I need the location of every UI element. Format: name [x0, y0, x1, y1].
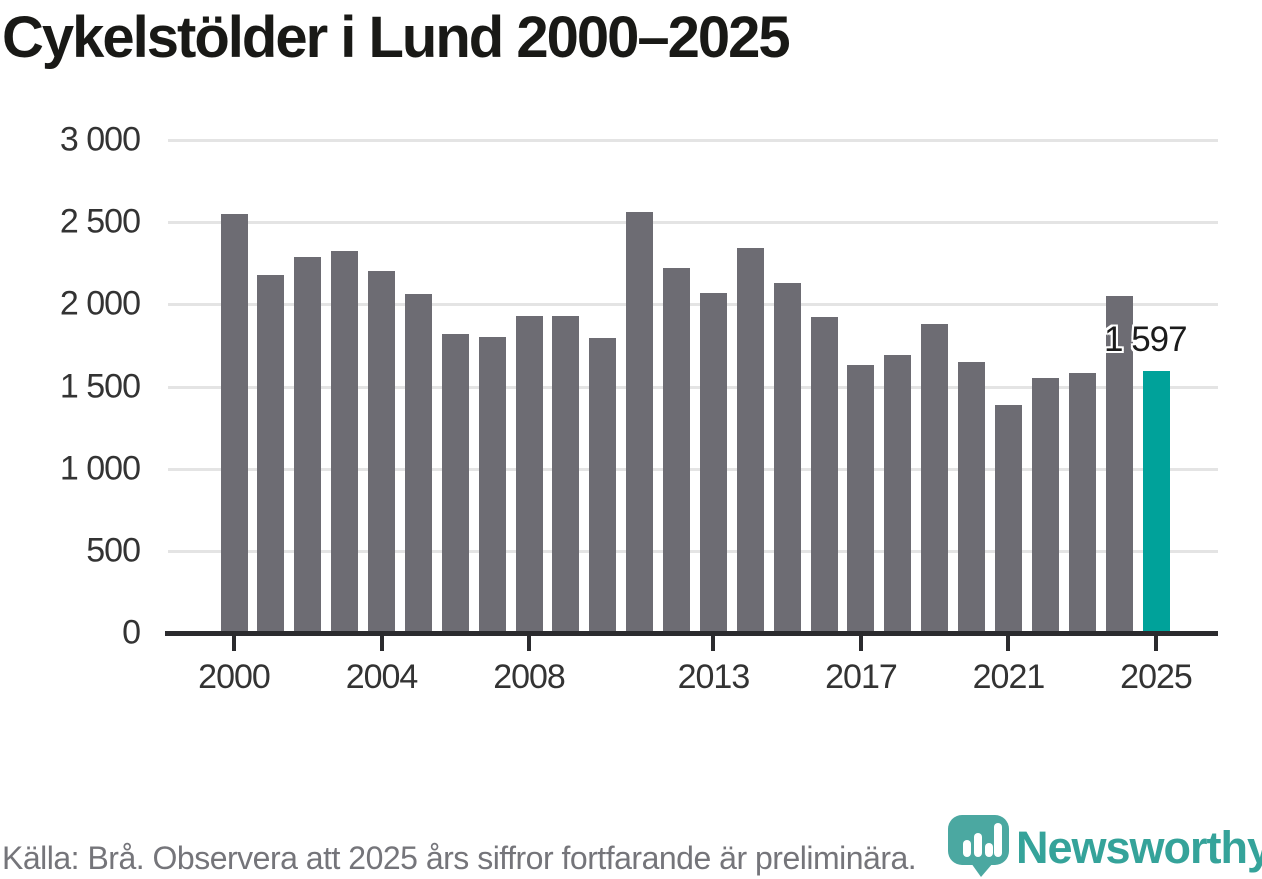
gridline-2000 — [168, 303, 1218, 307]
bar-2004 — [368, 271, 396, 633]
gridline-500 — [168, 549, 1218, 553]
x-tick-2008 — [527, 636, 532, 651]
bar-2016 — [810, 317, 838, 633]
y-axis-label-2500: 2 500 — [59, 202, 141, 241]
bar-2005 — [404, 294, 432, 633]
bar-2015 — [773, 282, 801, 633]
bar-2007 — [478, 337, 506, 633]
bar-2021 — [994, 404, 1022, 633]
y-axis-label-3000: 3 000 — [59, 120, 141, 159]
x-tick-2021 — [1006, 636, 1011, 651]
x-tick-2000 — [232, 636, 236, 651]
x-axis-line — [165, 631, 1218, 636]
x-axis-label-2025: 2025 — [1120, 658, 1193, 696]
x-axis-label-2004: 2004 — [345, 658, 419, 696]
y-axis-label-1500: 1 500 — [59, 367, 141, 405]
chart-title: Cykelstölder i Lund 2000–2025 — [2, 5, 791, 70]
x-tick-2004 — [379, 636, 384, 651]
x-axis-label-2021: 2021 — [972, 658, 1046, 696]
x-axis-label-2000: 2000 — [198, 658, 271, 696]
bar-2002 — [294, 256, 322, 633]
x-tick-2013 — [711, 636, 716, 651]
bar-2025 — [1142, 370, 1170, 633]
bar-2000 — [220, 213, 248, 633]
x-tick-2025 — [1154, 636, 1158, 651]
bar-2006 — [441, 333, 469, 633]
bar-2011 — [626, 212, 654, 633]
gridline-2500 — [168, 221, 1218, 225]
gridline-1500 — [168, 385, 1218, 389]
x-tick-2017 — [858, 636, 863, 651]
bar-2024 — [1105, 296, 1133, 633]
bar-2022 — [1031, 378, 1059, 633]
bar-2010 — [589, 338, 617, 633]
x-axis-label-2013: 2013 — [677, 658, 751, 696]
bar-2017 — [847, 365, 875, 633]
y-axis-label-0: 0 — [122, 613, 141, 652]
y-axis-label-1000: 1 000 — [59, 449, 141, 488]
bar-2008 — [515, 315, 543, 633]
highlight-value-label: 1 597 — [1104, 320, 1188, 359]
newsworthy-wordmark: Newsworthy — [1016, 822, 1262, 873]
bar-2003 — [331, 250, 359, 633]
bar-2019 — [921, 324, 949, 633]
bar-2018 — [884, 355, 912, 633]
bar-2012 — [663, 268, 691, 633]
y-axis-label-500: 500 — [86, 531, 141, 570]
bar-2001 — [257, 274, 285, 633]
bar-2013 — [699, 292, 727, 633]
bar-2014 — [736, 248, 764, 633]
gridline-3000 — [168, 139, 1218, 142]
bar-2020 — [958, 361, 986, 633]
y-axis-label-2000: 2 000 — [59, 284, 141, 323]
x-axis-label-2017: 2017 — [825, 658, 898, 696]
gridline-1000 — [168, 467, 1218, 471]
source-note: Källa: Brå. Observera att 2025 års siffr… — [2, 840, 917, 876]
x-axis-label-2008: 2008 — [493, 658, 566, 696]
bar-2009 — [552, 315, 580, 633]
newsworthy-logo-icon — [948, 815, 1009, 877]
bar-2023 — [1068, 372, 1096, 633]
